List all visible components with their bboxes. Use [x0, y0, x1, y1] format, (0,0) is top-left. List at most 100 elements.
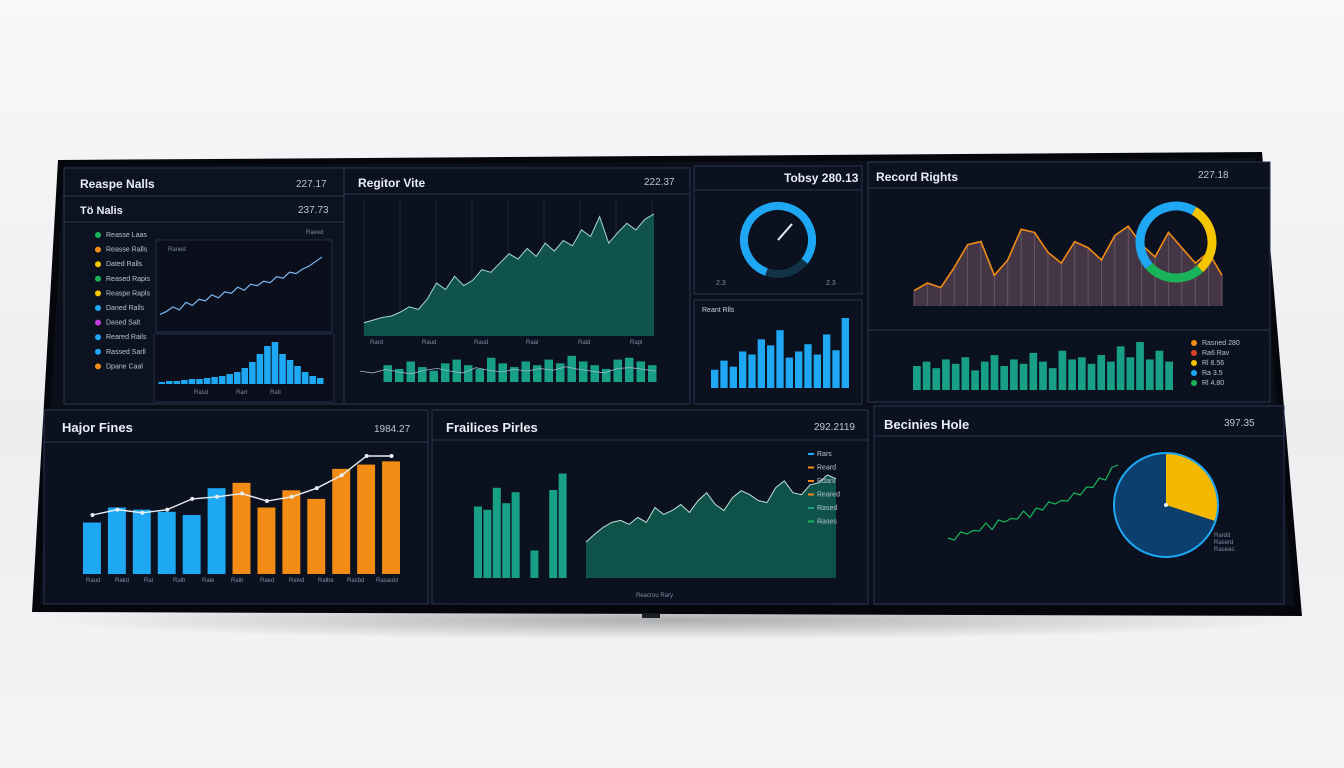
bar — [1116, 346, 1125, 390]
panel-value: 227.18 — [1198, 170, 1229, 181]
legend-label: Reared — [817, 492, 840, 499]
volume-bar — [418, 367, 427, 382]
panel-value: 227.17 — [296, 179, 327, 190]
volume-bar — [441, 363, 450, 382]
panel-value: 222.37 — [644, 177, 675, 188]
x-label: Ralbe — [318, 578, 334, 584]
gauge-left-label: 2.3 — [716, 280, 726, 287]
gauge-needle — [777, 223, 793, 241]
bar — [1010, 359, 1018, 390]
legend-dot — [95, 363, 101, 370]
panel-becinies-hole[interactable]: Becinies Hole 397.35 Rardd Raserd Raseas — [873, 405, 1285, 605]
legend-label: Reased Rapis — [106, 276, 150, 283]
bar — [332, 468, 351, 574]
bar — [1058, 350, 1067, 390]
area-line — [363, 213, 655, 324]
bar-line-combo-chart: Raud Rakd Ral Ralb Rale Ralb Raed Ralvd Ralbe Ras… — [83, 454, 400, 584]
panel-hajor-fines[interactable]: Hajor Fines 1984.27 Raud Rakd Ral Ralb Rale R… — [43, 409, 429, 605]
bar — [748, 354, 756, 388]
panel-record-rights[interactable]: Record Rights 227.18 Rasned 280 Ra6 Rav Rl… — [867, 161, 1271, 403]
bar-label: Rasd — [194, 390, 208, 396]
bar — [990, 355, 999, 390]
bar — [804, 344, 812, 388]
bar — [132, 509, 151, 574]
panel-frailices-pirles[interactable]: Frailices Pirles 292.2119 Rars Reard Rdanl… — [431, 409, 869, 605]
bar — [767, 345, 775, 388]
volume-bar — [602, 368, 611, 382]
x-label: Raed — [260, 578, 274, 584]
bar — [107, 507, 126, 574]
trend-point — [289, 494, 294, 499]
bar — [1126, 357, 1135, 390]
sub-title: Tö Nalis — [80, 205, 123, 217]
area-line — [585, 474, 837, 543]
bar — [720, 360, 728, 388]
legend-label: Rl 4.80 — [1202, 380, 1224, 387]
bar-chart — [158, 342, 324, 384]
volume-bar — [648, 365, 657, 382]
trend-point — [389, 454, 394, 458]
bar — [257, 507, 276, 574]
panel-tobsy[interactable]: Tobsy 280.13 2.3 2.3 Reant Rlls — [693, 165, 863, 405]
bar — [483, 509, 492, 578]
legend-label: Daned Ralls — [106, 305, 145, 312]
x-label: Ralb — [173, 578, 186, 584]
legend-label: Rased — [817, 505, 837, 512]
line-chart — [159, 256, 323, 315]
legend-dot — [1191, 370, 1197, 376]
bar — [951, 363, 960, 390]
volume-bar — [625, 357, 634, 382]
x-label: Raud — [86, 578, 100, 584]
panel-title: Becinies Hole — [884, 417, 969, 432]
panel-regitor-vite[interactable]: Regitor Vite 222.37 Rard Raud Raud Raal Rald… — [343, 167, 691, 405]
legend-label: Rdanl — [817, 478, 836, 485]
bar-area-chart — [474, 473, 837, 578]
legend-label: Rassed Sarll — [106, 349, 146, 356]
area-fill — [364, 213, 654, 336]
panel-title: Hajor Fines — [62, 420, 133, 435]
bar — [1000, 366, 1009, 390]
bar — [211, 377, 218, 384]
legend-dot — [95, 334, 101, 341]
legend-dot — [1191, 380, 1197, 386]
chart-corner-label: Raved — [306, 230, 323, 236]
bar — [795, 351, 803, 388]
bar — [1145, 359, 1154, 390]
panel-reaspe-nalls[interactable]: Reaspe Nalls 227.17 Tö Nalis 237.73 Reas… — [63, 167, 347, 405]
volume-bars — [359, 355, 657, 382]
bar — [181, 380, 188, 384]
bar — [913, 366, 921, 390]
bar — [530, 550, 539, 578]
legend-dot — [1191, 350, 1197, 356]
legend-label: Reard — [817, 465, 836, 472]
gauge-right-label: 2.3 — [826, 280, 836, 287]
bar — [757, 339, 765, 388]
volume-line — [359, 366, 657, 375]
x-label: Ralvd — [289, 578, 304, 584]
bar — [1039, 361, 1047, 390]
bar — [823, 334, 831, 388]
bar — [316, 378, 324, 384]
bar-panel-title: Reant Rlls — [702, 307, 735, 314]
bar — [309, 376, 316, 384]
bar — [776, 330, 784, 388]
donut-chart — [1135, 201, 1217, 283]
donut-segment — [1135, 201, 1217, 283]
trend-point — [115, 507, 120, 512]
bar — [942, 359, 950, 390]
volume-bar — [533, 365, 542, 382]
panel-title: Record Rights — [876, 170, 958, 184]
bar — [271, 342, 279, 384]
trend-point — [240, 491, 244, 496]
bar — [549, 490, 558, 578]
bar — [286, 360, 294, 384]
pie-outline — [1113, 452, 1219, 558]
bar — [1029, 352, 1038, 390]
bar-label: Ratl — [270, 390, 281, 396]
bar — [1097, 355, 1106, 390]
legend-label: Rases — [817, 519, 837, 526]
legend-dot — [1191, 360, 1197, 366]
volume-bar — [452, 359, 461, 382]
legend-label: Rasned 280 — [1202, 340, 1240, 347]
pie-slice — [1166, 453, 1218, 522]
